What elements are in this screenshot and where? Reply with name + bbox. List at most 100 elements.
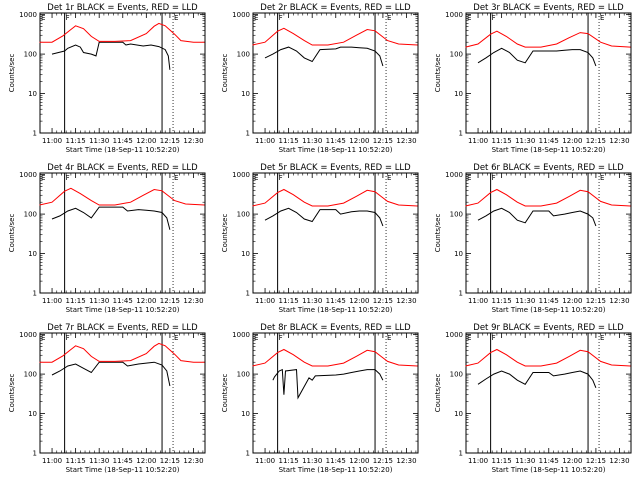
x-tick-label: 11:15: [279, 137, 299, 145]
y-tick-label: 1000: [232, 11, 250, 19]
flag-marker: E: [600, 174, 604, 182]
series-line-lld: [252, 188, 418, 207]
x-tick-label: 12:00: [136, 297, 156, 305]
flag-marker: E: [174, 14, 178, 22]
flag-marker: F: [279, 14, 283, 22]
x-tick-label: 11:00: [468, 457, 488, 465]
chart-title: Det 5r BLACK = Events, RED = LLD: [260, 163, 411, 173]
x-tick-label: 11:15: [66, 297, 86, 305]
x-tick-label: 11:00: [468, 137, 488, 145]
x-tick-label: 12:00: [349, 297, 369, 305]
x-tick-label: 12:30: [609, 297, 629, 305]
chart-title: Det 3r BLACK = Events, RED = LLD: [473, 3, 624, 13]
y-tick-label: 1: [459, 130, 463, 138]
flag-marker: E: [387, 14, 391, 22]
series-line-lld: [465, 348, 631, 367]
flag-marker: F: [66, 14, 70, 22]
x-tick-label: 12:30: [396, 297, 416, 305]
flag-marker: F: [492, 174, 496, 182]
x-tick-label: 12:30: [396, 457, 416, 465]
chart-panel-1: Det 1r BLACK = Events, RED = LLD 1 10 100 10…: [8, 3, 206, 154]
series-line-events: [477, 207, 597, 227]
flag-marker: E: [600, 334, 604, 342]
y-tick-label: 1: [459, 290, 463, 298]
x-tick-label: 11:30: [89, 297, 109, 305]
x-tick-label: 12:15: [160, 457, 180, 465]
x-tick-label: 12:15: [373, 457, 393, 465]
x-tick-label: 12:15: [586, 297, 606, 305]
x-tick-label: 12:15: [373, 137, 393, 145]
flag-marker: E: [467, 334, 471, 342]
y-tick-label: 100: [24, 211, 37, 219]
flag-marker: E: [600, 14, 604, 22]
flag-marker: E: [387, 174, 391, 182]
flag-marker: F: [279, 334, 283, 342]
x-tick-label: 12:30: [609, 457, 629, 465]
chart-panel-4: Det 4r BLACK = Events, RED = LLD 1 10 100 10…: [8, 163, 206, 314]
x-axis-label: Start Time (18-Sep-11 10:52:20): [279, 466, 393, 474]
flag-marker: F: [279, 174, 283, 182]
x-tick-label: 12:00: [136, 457, 156, 465]
series-line-lld: [39, 342, 205, 363]
x-axis-label: Start Time (18-Sep-11 10:52:20): [492, 306, 606, 314]
x-axis-label: Start Time (18-Sep-11 10:52:20): [66, 466, 180, 474]
x-axis-label: Start Time (18-Sep-11 10:52:20): [492, 146, 606, 154]
x-tick-label: 11:00: [42, 457, 62, 465]
chart-panel-8: Det 8r BLACK = Events, RED = LLD 1 10 100 10…: [221, 323, 419, 474]
x-tick-label: 11:15: [66, 457, 86, 465]
y-tick-label: 1000: [19, 171, 37, 179]
y-axis-label: Counts/sec: [434, 214, 442, 253]
y-tick-label: 10: [241, 90, 250, 98]
x-tick-label: 12:00: [136, 137, 156, 145]
flag-marker: E: [41, 174, 45, 182]
x-tick-label: 11:45: [539, 297, 559, 305]
chart-panel-9: Det 9r BLACK = Events, RED = LLD 1 10 100 10…: [434, 323, 632, 474]
chart-panel-2: Det 2r BLACK = Events, RED = LLD 1 10 100 10…: [221, 3, 419, 154]
chart-title: Det 1r BLACK = Events, RED = LLD: [47, 3, 198, 13]
x-tick-label: 12:00: [349, 137, 369, 145]
x-tick-label: 11:45: [539, 137, 559, 145]
y-tick-label: 100: [24, 371, 37, 379]
x-tick-label: 12:30: [609, 137, 629, 145]
flag-marker: F: [492, 334, 496, 342]
y-tick-label: 1000: [445, 11, 463, 19]
y-tick-label: 10: [241, 250, 250, 258]
x-axis-label: Start Time (18-Sep-11 10:52:20): [66, 146, 180, 154]
y-tick-label: 1: [246, 450, 250, 458]
x-tick-label: 12:00: [349, 457, 369, 465]
x-tick-label: 11:30: [515, 297, 535, 305]
y-axis-label: Counts/sec: [8, 54, 16, 93]
y-tick-label: 1000: [19, 11, 37, 19]
y-tick-label: 1: [246, 130, 250, 138]
y-tick-label: 1: [33, 130, 37, 138]
series-line-lld: [465, 30, 631, 48]
flag-marker: F: [66, 334, 70, 342]
series-line-events: [477, 47, 597, 67]
y-tick-label: 1000: [232, 171, 250, 179]
chart-title: Det 7r BLACK = Events, RED = LLD: [47, 323, 198, 333]
x-axis-label: Start Time (18-Sep-11 10:52:20): [66, 306, 180, 314]
x-tick-label: 11:30: [302, 457, 322, 465]
y-tick-label: 1000: [19, 331, 37, 339]
y-tick-label: 1000: [445, 331, 463, 339]
x-tick-label: 11:00: [42, 297, 62, 305]
chart-panel-3: Det 3r BLACK = Events, RED = LLD 1 10 100 10…: [434, 3, 632, 154]
x-tick-label: 12:30: [183, 457, 203, 465]
x-axis-label: Start Time (18-Sep-11 10:52:20): [279, 306, 393, 314]
x-tick-label: 11:30: [515, 137, 535, 145]
x-tick-label: 12:15: [586, 137, 606, 145]
x-tick-label: 11:45: [326, 297, 346, 305]
flag-marker: E: [387, 334, 391, 342]
y-axis-label: Counts/sec: [8, 374, 16, 413]
x-tick-label: 11:30: [515, 457, 535, 465]
y-axis-label: Counts/sec: [221, 374, 229, 413]
flag-marker: E: [41, 334, 45, 342]
x-axis-label: Start Time (18-Sep-11 10:52:20): [492, 466, 606, 474]
flag-marker: F: [492, 14, 496, 22]
x-tick-label: 11:15: [279, 297, 299, 305]
x-tick-label: 11:00: [468, 297, 488, 305]
series-line-events: [51, 361, 171, 387]
flag-marker: E: [174, 174, 178, 182]
series-line-events: [51, 41, 171, 70]
